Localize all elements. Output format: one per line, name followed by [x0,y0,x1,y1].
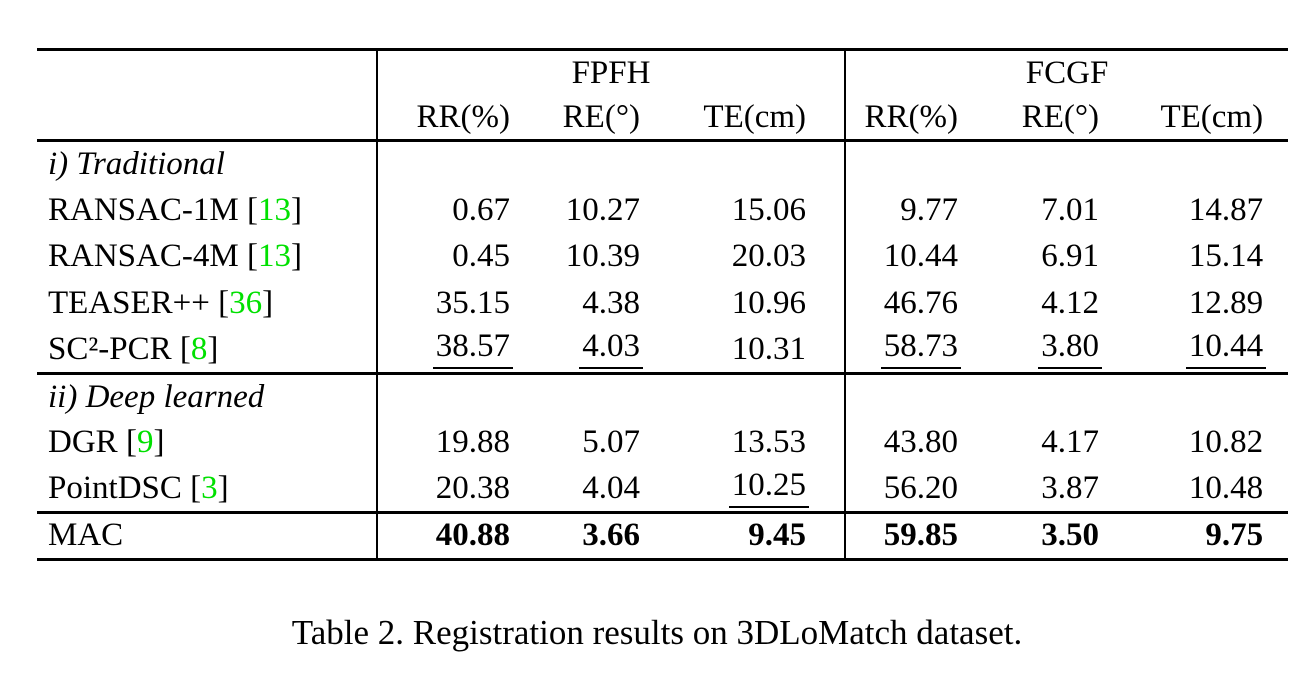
section-row: i) Traditional [37,140,1288,188]
citation-link[interactable]: 3 [201,470,218,506]
metric-value: 43.80 [844,419,994,466]
metric-value [376,140,533,187]
metric-value [993,373,1141,420]
underlined-value: 3.80 [1038,329,1103,369]
metric-value: 4.17 [1041,424,1100,461]
metric-value: 10.96 [731,284,807,321]
header-fcgf-rr: RR(%) [844,95,994,142]
metric-value: 20.03 [731,238,807,275]
table-row: TEASER++ [36] 35.15 4.38 10.96 46.76 4.12 12.8… [37,280,1288,327]
metric-value [533,141,689,188]
metric-value: 10.39 [565,238,640,275]
metric-value: 10.44 [844,233,994,280]
metric-value [533,373,689,420]
underlined-value: 58.73 [880,329,962,369]
metric-value: 40.88 [376,511,533,559]
table-row: RANSAC-4M [13] 0.45 10.39 20.03 10.44 6.91 15.… [37,233,1288,280]
method-name: MAC [37,511,377,559]
metric-value: 56.20 [844,466,994,513]
metric-value: 6.91 [1041,238,1100,275]
metric-value: 3.66 [533,511,689,559]
method-name: DGR [9] [48,424,165,461]
metric-value: 4.12 [1041,284,1100,321]
header-fcgf-te: TE(cm) [1141,95,1289,142]
metric-value: 15.06 [731,191,807,228]
metric-value [1141,141,1288,188]
metric-value [689,373,845,420]
header-fpfh-re: RE(°) [533,95,689,142]
metric-value: 38.57 [376,326,533,375]
metric-value [1141,373,1288,420]
column-group-header-row: FPFH FCGF [37,49,1289,96]
metric-value: 15.14 [1188,238,1264,275]
metric-value: 4.03 [533,326,689,375]
underlined-value: 4.03 [579,329,643,369]
metric-value [993,141,1141,188]
header-fcgf-re: RE(°) [993,95,1142,142]
citation-link[interactable]: 9 [136,424,154,461]
table-row: RANSAC-1M [13] 0.67 10.27 15.06 9.77 7.01 14.8… [37,187,1288,234]
metric-value: 19.88 [376,419,533,466]
underlined-value: 10.44 [1185,329,1267,369]
citation-link[interactable]: 13 [257,191,291,228]
metric-value: 10.31 [689,326,846,375]
metric-value: 3.87 [1041,470,1100,506]
corner-cell [37,50,377,96]
citation-link[interactable]: 36 [229,284,263,321]
table-caption: Table 2. Registration results on 3DLoMat… [291,612,1023,652]
metric-value: 59.85 [844,511,994,559]
method-name: RANSAC-1M [13] [48,191,302,228]
metric-value: 7.01 [1041,191,1100,228]
metric-value: 5.07 [582,424,640,461]
header-fpfh-rr: RR(%) [376,95,533,142]
metric-value: 13.53 [731,424,807,461]
metric-value [844,373,994,420]
metric-value: 10.82 [1188,424,1264,461]
metric-value: 0.67 [376,187,533,234]
method-name: RANSAC-4M [13] [48,238,302,275]
metric-value [376,373,533,420]
method-name: SC²-PCR [8] [37,326,377,375]
metric-value [689,141,845,188]
section-row: ii) Deep learned [37,373,1288,420]
metric-value: 9.45 [689,511,846,559]
citation-link[interactable]: 8 [190,330,208,367]
metric-value: 0.45 [376,233,533,280]
metric-value: 10.27 [565,191,640,228]
metric-value: 3.50 [993,511,1142,559]
metric-value: 46.76 [844,280,994,327]
section-label: ii) Deep learned [48,378,265,415]
citation-link[interactable]: 13 [257,238,291,275]
metric-value: 9.75 [1141,511,1289,559]
header-fpfh-te: TE(cm) [689,95,846,142]
metric-value: 14.87 [1188,191,1264,228]
metric-value [844,140,994,187]
metric-value: 10.48 [1188,470,1264,506]
metric-header-row: RR(%) RE(°) TE(cm) RR(%) RE(°) TE(cm) [37,95,1289,142]
registration-results-table: FPFH FCGF RR(%) RE(°) TE(cm) RR(%) RE(°)… [37,48,1289,561]
metric-value: 9.77 [844,187,994,234]
column-group-fpfh: FPFH [375,49,846,96]
metric-value: 10.44 [1141,326,1289,375]
metric-value: 3.80 [993,326,1142,375]
underlined-value: 38.57 [432,329,513,369]
column-group-fcgf: FCGF [844,49,1289,96]
underlined-value: 10.25 [728,469,810,508]
table-row: MAC 40.88 3.66 9.45 59.85 3.50 9.75 [37,511,1289,559]
corner-cell [37,95,377,142]
metric-value: 12.89 [1188,284,1264,321]
metric-value: 4.04 [582,470,640,506]
metric-value: 35.15 [376,280,533,327]
method-name: TEASER++ [36] [48,284,274,321]
section-label: i) Traditional [48,146,225,182]
method-name: PointDSC [3] [48,470,229,506]
metric-value: 4.38 [582,284,640,321]
table-row: PointDSC [3] 20.38 4.04 10.25 56.20 3.87 10.48 [37,466,1288,513]
table-row: DGR [9] 19.88 5.07 13.53 43.80 4.17 10.82 [37,419,1288,466]
metric-value: 10.25 [689,466,845,513]
metric-value: 58.73 [844,326,994,375]
metric-value: 20.38 [376,466,533,513]
table-row: SC²-PCR [8] 38.57 4.03 10.31 58.73 3.80 10.44 [37,326,1289,375]
